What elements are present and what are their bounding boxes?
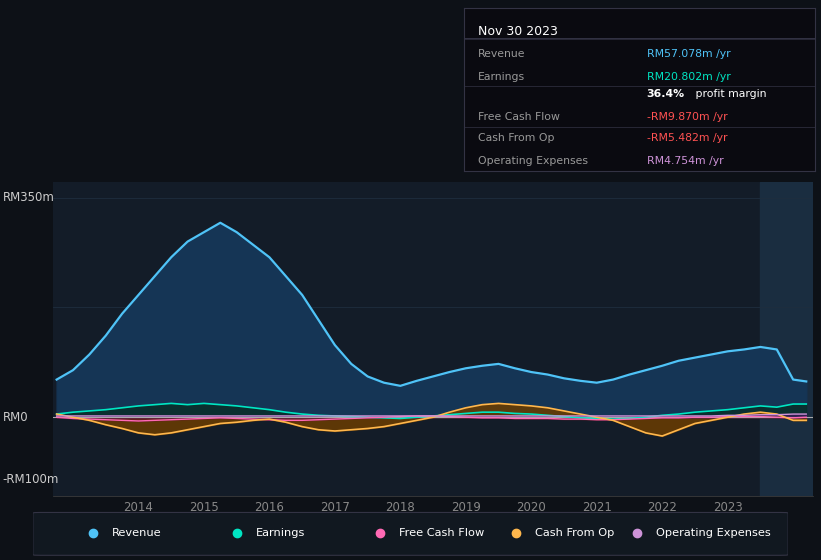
Text: Revenue: Revenue [478,49,525,59]
Text: RM0: RM0 [2,411,28,424]
Text: -RM100m: -RM100m [2,473,59,487]
Text: Operating Expenses: Operating Expenses [656,529,771,538]
Text: RM20.802m /yr: RM20.802m /yr [647,72,731,82]
Text: Free Cash Flow: Free Cash Flow [399,529,484,538]
Text: Earnings: Earnings [255,529,305,538]
Text: -RM9.870m /yr: -RM9.870m /yr [647,112,727,122]
Text: Earnings: Earnings [478,72,525,82]
Text: Revenue: Revenue [112,529,162,538]
Text: -RM5.482m /yr: -RM5.482m /yr [647,133,727,143]
Text: profit margin: profit margin [692,90,767,100]
Text: Cash From Op: Cash From Op [478,133,554,143]
Text: Nov 30 2023: Nov 30 2023 [478,25,557,38]
Text: 36.4%: 36.4% [647,90,685,100]
FancyBboxPatch shape [33,512,788,556]
Text: RM4.754m /yr: RM4.754m /yr [647,156,723,166]
Bar [760,182,813,496]
Text: RM57.078m /yr: RM57.078m /yr [647,49,730,59]
Text: Free Cash Flow: Free Cash Flow [478,112,560,122]
Text: Cash From Op: Cash From Op [535,529,614,538]
Text: RM350m: RM350m [2,191,54,204]
Text: Operating Expenses: Operating Expenses [478,156,588,166]
